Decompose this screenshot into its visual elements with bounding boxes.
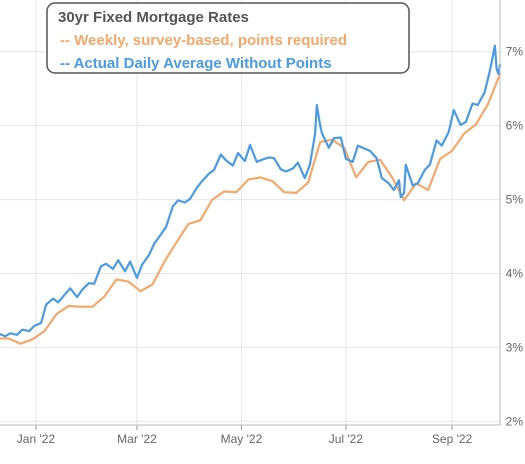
- y-tick-label: 6%: [506, 119, 524, 133]
- x-tick-label: Sep '22: [432, 432, 473, 446]
- legend-entry-weekly: -- Weekly, survey-based, points required: [60, 32, 347, 49]
- legend-entry-daily: -- Actual Daily Average Without Points: [60, 55, 332, 72]
- y-tick-label: 3%: [506, 340, 524, 354]
- chart-title: 30yr Fixed Mortgage Rates: [58, 9, 249, 26]
- series-lines: [0, 44, 502, 345]
- daily-rate-line: [0, 44, 502, 338]
- x-tick-label: Jul '22: [329, 432, 364, 446]
- y-tick-label: 2%: [506, 414, 524, 428]
- x-tick-label: Mar '22: [117, 432, 157, 446]
- legend-box: [46, 2, 410, 74]
- legend: 30yr Fixed Mortgage Rates -- Weekly, sur…: [46, 2, 410, 74]
- y-tick-label: 5%: [506, 193, 524, 207]
- x-tick-label: May '22: [221, 432, 263, 446]
- y-tick-label: 7%: [506, 45, 524, 59]
- axes: 2% 3% 4% 5% 6% 7% Jan '22 Mar '22 May '22 Jul '22…: [0, 0, 523, 446]
- y-tick-label: 4%: [506, 266, 524, 280]
- weekly-rate-line: [0, 72, 502, 345]
- x-tick-label: Jan '22: [17, 432, 56, 446]
